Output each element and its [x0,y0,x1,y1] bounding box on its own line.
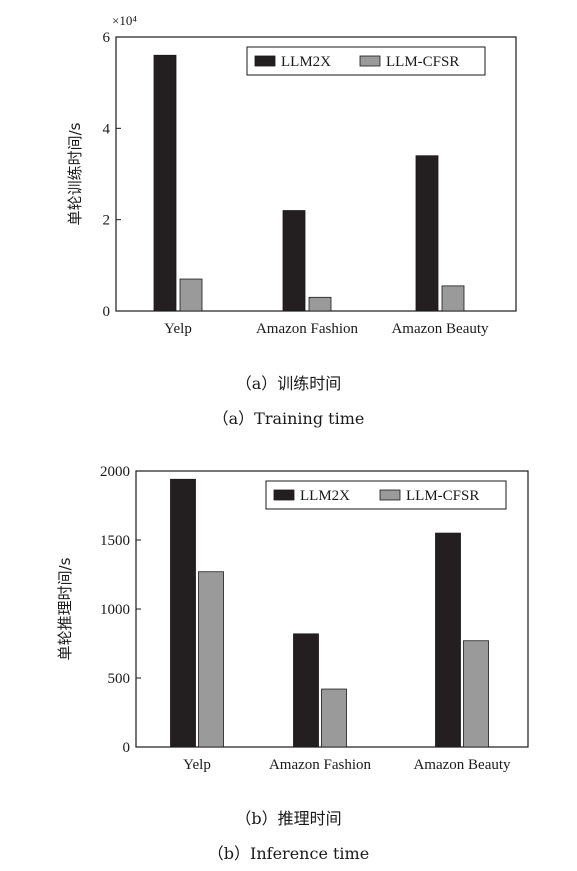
bar-llm-cfsr [463,640,489,748]
bar-llm2x [153,54,177,312]
legend-label: LLM-CFSR [406,488,479,504]
y-tick-label: 0 [103,304,111,320]
caption-a-english: （a）Training time [212,409,365,428]
legend-label: LLM2X [281,54,331,70]
bar-llm-cfsr [308,296,332,312]
y-scale-multiplier: ×10⁴ [112,13,137,28]
caption-a-chinese: （a）训练时间 [235,374,342,393]
bar-llm2x [435,532,461,748]
y-tick-label: 4 [103,121,111,137]
x-category-label: Amazon Fashion [256,321,359,337]
bar-llm-cfsr [179,278,203,312]
bar-llm2x [282,210,306,312]
caption-b-chinese: （b）推理时间 [235,809,342,828]
caption-b-english: （b）Inference time [207,844,370,863]
y-tick-label: 0 [123,740,131,756]
x-category-label: Amazon Beauty [413,757,511,773]
y-tick-label: 1000 [100,602,130,618]
bar-llm2x [415,155,439,312]
legend-swatch [254,55,276,67]
training-time-chart: 0 2 4 6 单轮训练时间/s ×10⁴ Yelp Amazon Fashion Amazon… [66,13,517,337]
legend-swatch [359,55,381,67]
x-category-label: Yelp [183,757,211,773]
x-category-label: Amazon Beauty [391,321,489,337]
legend-swatch [379,489,401,501]
y-axis-label: 单轮训练时间/s [66,122,84,225]
bar-llm-cfsr [441,285,465,312]
bar-llm-cfsr [321,688,347,748]
y-axis-label: 单轮推理时间/s [56,557,74,660]
legend-label: LLM-CFSR [386,54,459,70]
y-tick-label: 1500 [100,533,130,549]
x-category-label: Amazon Fashion [269,757,372,773]
bar-llm2x [170,478,196,748]
legend-label: LLM2X [300,488,350,504]
x-category-label: Yelp [164,321,192,337]
y-tick-label: 2000 [100,464,130,480]
legend-swatch [273,489,295,501]
y-tick-label: 500 [108,671,131,687]
y-tick-label: 2 [103,213,111,229]
bar-llm-cfsr [198,571,224,748]
y-tick-label: 6 [103,30,111,46]
bar-llm2x [293,633,319,748]
